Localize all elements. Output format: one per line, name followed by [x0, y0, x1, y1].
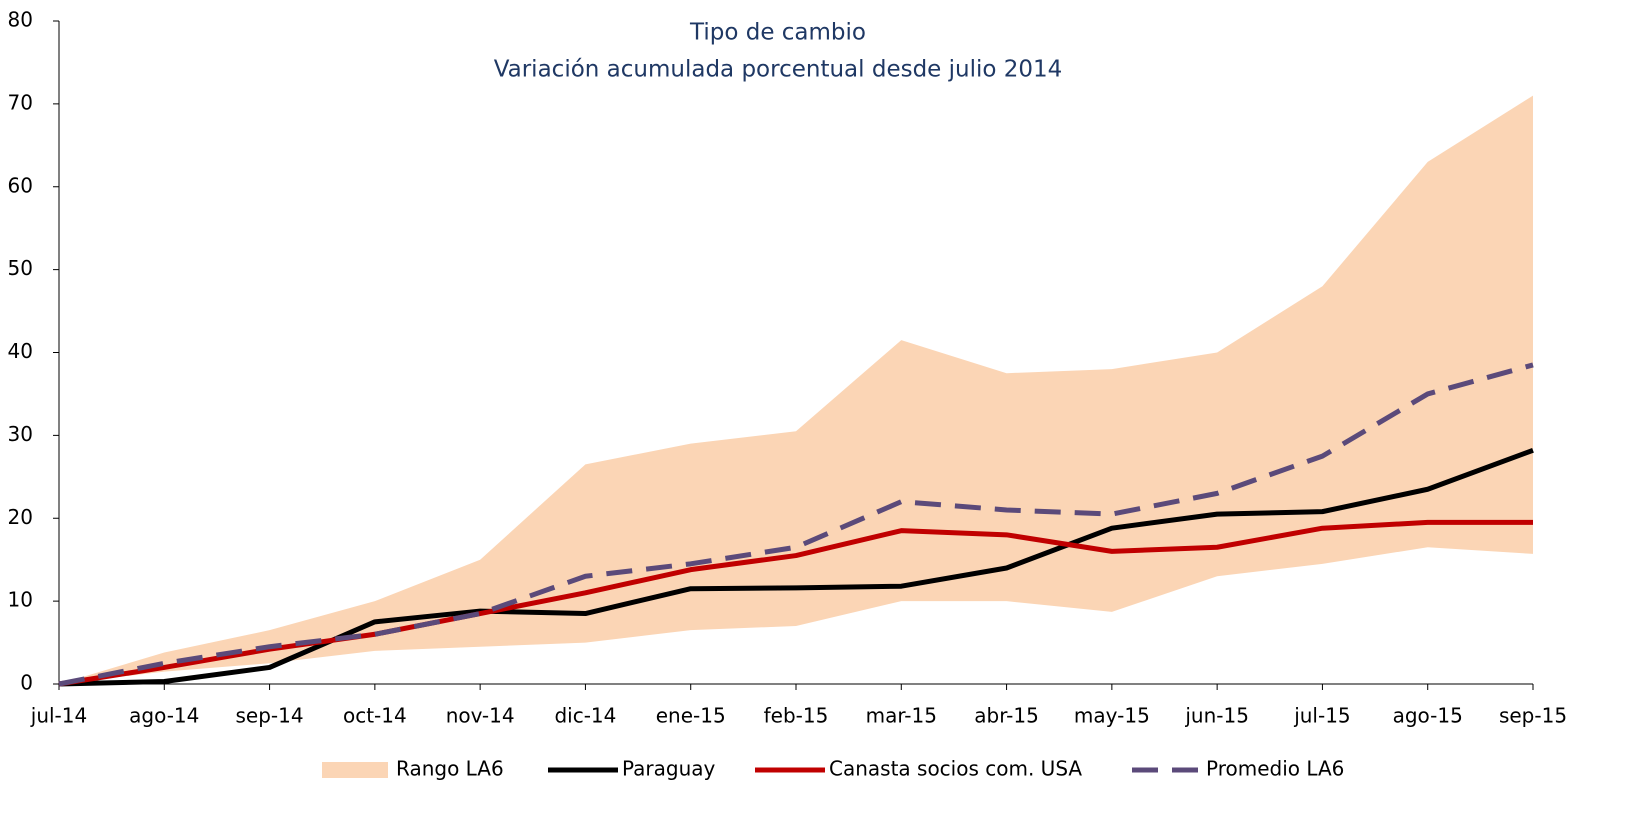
x-tick-label: abr-15 — [974, 704, 1039, 728]
x-tick-label: ago-15 — [1393, 704, 1463, 728]
legend-swatch — [322, 762, 388, 778]
chart-subtitle: Variación acumulada porcentual desde jul… — [494, 57, 1063, 83]
plot: 0 10 20 30 40 50 60 70 80 jul-14 ago-14 sep-14 oct-1… — [8, 8, 1568, 781]
y-tick-label: 70 — [8, 90, 33, 114]
legend-label: Paraguay — [622, 757, 716, 781]
x-tick-label: nov-14 — [446, 704, 515, 728]
x-tick-label: sep-15 — [1499, 704, 1567, 728]
x-tick-label: mar-15 — [866, 704, 937, 728]
y-tick-label: 40 — [8, 339, 33, 363]
y-tick-label: 0 — [20, 671, 33, 695]
x-tick-label: ago-14 — [129, 704, 199, 728]
x-tick-label: dic-14 — [554, 704, 616, 728]
x-tick-label: may-15 — [1074, 704, 1150, 728]
y-tick-label: 50 — [8, 256, 33, 280]
series-line — [58, 447, 1534, 687]
x-tick-label: jun-15 — [1184, 704, 1249, 728]
range-band — [59, 95, 1533, 684]
series-line — [58, 362, 1534, 687]
x-tick-label: ene-15 — [656, 704, 726, 728]
chart-title: Tipo de cambio — [689, 20, 866, 46]
legend-label: Rango LA6 — [396, 757, 504, 781]
x-tick-label: oct-14 — [343, 704, 407, 728]
legend-label: Canasta socios com. USA — [829, 757, 1082, 781]
y-tick-label: 80 — [8, 8, 33, 32]
x-tick-label: sep-14 — [236, 704, 304, 728]
y-tick-label: 60 — [8, 173, 33, 197]
x-tick-label: jul-14 — [30, 704, 87, 728]
legend-label: Promedio LA6 — [1206, 757, 1344, 781]
x-tick-label: feb-15 — [764, 704, 829, 728]
x-tick-label: jul-15 — [1293, 704, 1350, 728]
y-tick-label: 10 — [8, 588, 33, 612]
y-tick-label: 20 — [8, 505, 33, 529]
y-tick-label: 30 — [8, 422, 33, 446]
